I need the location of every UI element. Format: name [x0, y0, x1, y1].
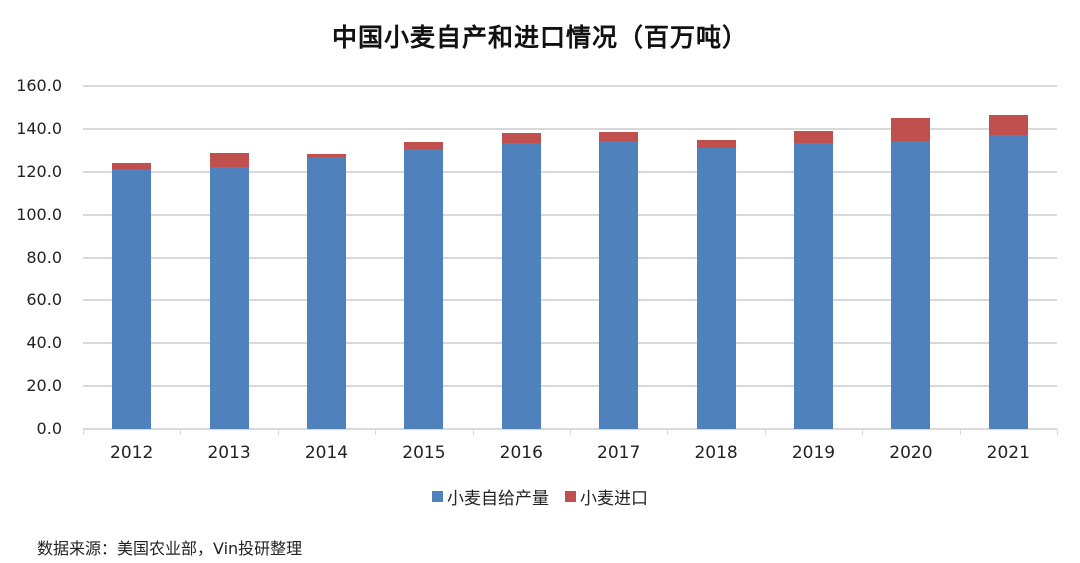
bar-2018	[696, 140, 736, 430]
bar-segment-imports	[404, 141, 444, 150]
legend-item: 小麦进口	[565, 484, 648, 509]
x-tick-mark	[862, 429, 864, 436]
x-tick-mark	[959, 429, 961, 436]
bar-segment-imports	[794, 131, 833, 143]
bar-2017	[599, 132, 639, 430]
bar-segment-domestic	[307, 157, 346, 430]
bar-2020	[891, 117, 931, 430]
x-tick-label: 2019	[791, 443, 836, 463]
x-tick-label: 2014	[304, 443, 349, 463]
legend-swatch-icon	[432, 491, 443, 502]
x-tick-mark	[667, 429, 669, 436]
bar-segment-domestic	[696, 148, 736, 430]
y-tick-label: 40.0	[26, 333, 62, 353]
legend-item: 小麦自给产量	[432, 484, 549, 509]
x-tick-mark	[764, 429, 766, 436]
x-tick-mark	[1057, 429, 1058, 436]
bar-2019	[794, 131, 833, 430]
bar-segment-imports	[307, 154, 346, 158]
y-tick-label: 0.0	[36, 419, 62, 439]
y-tick-label: 140.0	[16, 118, 62, 138]
x-tick-mark	[277, 429, 279, 436]
gridline	[83, 213, 1057, 216]
gridline	[83, 299, 1057, 302]
bar-segment-imports	[891, 117, 931, 141]
x-tick-mark	[83, 429, 84, 436]
bar-segment-imports	[112, 162, 152, 170]
chart-title: 中国小麦自产和进口情况（百万吨）	[331, 23, 748, 52]
bar-segment-domestic	[794, 142, 833, 430]
x-tick-label: 2017	[597, 443, 641, 463]
bar-segment-domestic	[501, 142, 541, 430]
x-tick-label: 2021	[986, 443, 1030, 463]
data-source-note: 数据来源：美国农业部，Vin投研整理	[37, 539, 303, 558]
bar-segment-domestic	[891, 140, 931, 430]
bar-segment-imports	[988, 114, 1028, 136]
x-tick-mark	[472, 429, 474, 436]
bar-segment-domestic	[209, 167, 249, 430]
legend-label: 小麦自给产量	[447, 489, 549, 509]
bar-segment-domestic	[404, 149, 444, 430]
bar-segment-domestic	[988, 135, 1028, 430]
x-tick-label: 2015	[402, 443, 446, 463]
bar-segment-domestic	[599, 140, 639, 430]
bar-segment-imports	[501, 133, 541, 143]
x-tick-mark	[570, 429, 571, 436]
bar-2012	[112, 162, 152, 430]
legend-label: 小麦进口	[580, 489, 648, 509]
bar-2014	[307, 154, 346, 430]
bar-2021	[988, 114, 1028, 430]
x-tick-label: 2018	[694, 443, 738, 463]
x-tick-mark	[375, 429, 377, 436]
gridline	[83, 170, 1057, 173]
y-tick-label: 100.0	[16, 204, 62, 224]
gridline	[83, 385, 1057, 388]
gridline	[83, 84, 1057, 87]
y-tick-label: 80.0	[26, 247, 62, 267]
y-tick-label: 160.0	[16, 75, 62, 95]
bar-2015	[404, 141, 444, 430]
bar-2013	[209, 153, 249, 430]
gridline	[83, 127, 1057, 130]
x-tick-label: 2013	[207, 443, 251, 463]
legend-swatch-icon	[565, 491, 576, 502]
x-tick-label: 2012	[110, 443, 154, 463]
bar-2016	[501, 133, 541, 430]
bar-segment-imports	[696, 140, 736, 149]
bar-segment-imports	[599, 132, 639, 141]
bar-segment-domestic	[112, 169, 152, 430]
bar-segment-imports	[209, 153, 249, 168]
x-tick-label: 2016	[499, 443, 543, 463]
y-tick-label: 60.0	[26, 290, 62, 310]
x-tick-mark	[180, 429, 182, 436]
y-tick-label: 120.0	[16, 161, 62, 181]
x-tick-label: 2020	[889, 443, 933, 463]
y-tick-label: 20.0	[26, 376, 62, 396]
gridline	[83, 256, 1057, 259]
chart-legend: 小麦自给产量 小麦进口	[0, 484, 1080, 509]
gridline	[83, 342, 1057, 345]
